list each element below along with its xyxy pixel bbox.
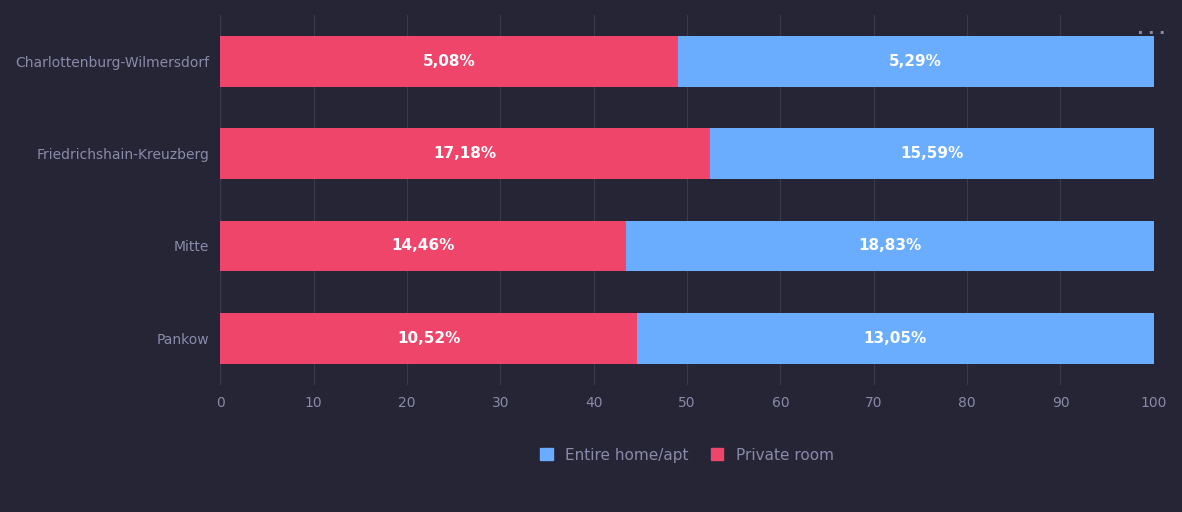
- Bar: [625, 221, 1154, 271]
- Bar: [677, 36, 1154, 87]
- Text: 15,59%: 15,59%: [901, 146, 963, 161]
- Text: 17,18%: 17,18%: [434, 146, 496, 161]
- Text: ...: ...: [1135, 20, 1168, 38]
- Text: 13,05%: 13,05%: [864, 331, 927, 346]
- Text: 18,83%: 18,83%: [858, 239, 922, 253]
- Bar: [220, 221, 625, 271]
- Bar: [220, 36, 677, 87]
- Legend: Entire home/apt, Private room: Entire home/apt, Private room: [540, 447, 833, 462]
- Bar: [220, 313, 637, 364]
- Text: 10,52%: 10,52%: [397, 331, 460, 346]
- Text: 5,29%: 5,29%: [889, 54, 942, 69]
- Text: 5,08%: 5,08%: [422, 54, 475, 69]
- Bar: [709, 128, 1154, 179]
- Bar: [637, 313, 1154, 364]
- Bar: [220, 128, 709, 179]
- Text: 14,46%: 14,46%: [391, 239, 455, 253]
